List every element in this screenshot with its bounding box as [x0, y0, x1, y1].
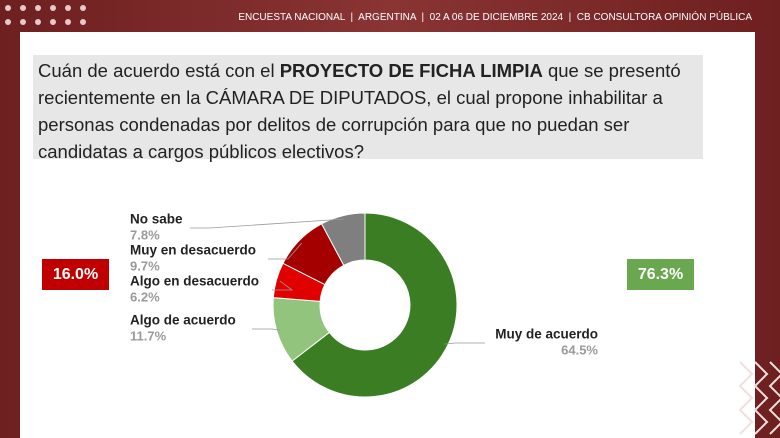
slice-value: 9.7% — [130, 258, 160, 273]
leader-line — [272, 280, 294, 291]
summary-badge — [42, 259, 109, 290]
leader-line — [252, 328, 281, 331]
leader-line — [190, 218, 344, 229]
slice-value: 64.5% — [561, 342, 598, 357]
donut-slice — [320, 212, 366, 266]
slice-label: No sabe — [130, 212, 183, 227]
question-bold: PROYECTO DE FICHA LIMPIA — [279, 60, 543, 81]
question-text: que se presentó recientemente en la CÁMA… — [38, 60, 681, 162]
summary-label: 16.0% — [53, 266, 98, 283]
slice-value: 7.8% — [130, 227, 160, 242]
donut-slice — [291, 212, 458, 398]
slice-label: Algo en desacuerdo — [130, 274, 259, 289]
dots — [5, 5, 86, 25]
question-text: Cuán de acuerdo está con el — [38, 60, 280, 81]
question: Cuán de acuerdo está con el PROYECTO DE … — [33, 55, 703, 162]
slice-value: 11.7% — [130, 328, 167, 343]
slice-label: Algo de acuerdo — [130, 313, 236, 328]
header: ENCUESTA NACIONAL | ARGENTINA | 02 A 06 … — [238, 12, 752, 23]
slice-label: Muy de acuerdo — [495, 327, 598, 342]
leader-line — [268, 242, 303, 260]
summary-badge — [627, 259, 694, 290]
chevrons — [738, 361, 780, 435]
summary-label: 76.3% — [638, 266, 683, 283]
slice-label: Muy en desacuerdo — [130, 243, 256, 258]
leader-line — [444, 342, 485, 345]
slice-value: 6.2% — [130, 289, 160, 304]
